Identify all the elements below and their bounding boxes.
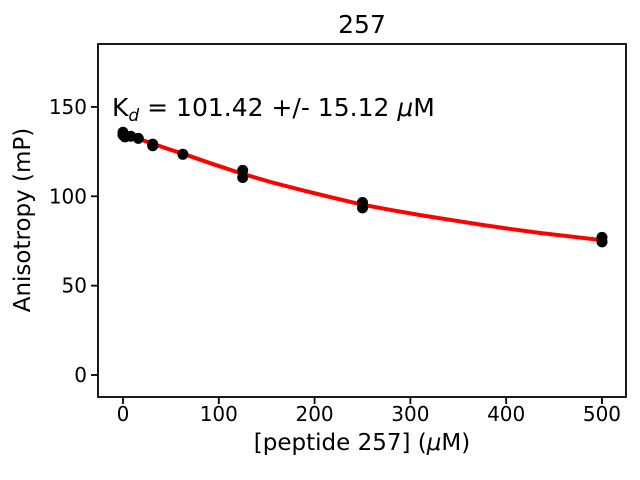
ticks-group: 0 100 200 300 400 500 0 50 100 150 [49,95,621,426]
kd-annotation-subscript: d [128,106,139,126]
x-tick-label: 0 [117,402,130,426]
fit-curve [121,131,604,243]
data-point-marker [237,172,249,183]
x-axis-label-post: M) [441,430,470,456]
kd-annotation-unit: M [413,93,435,122]
kd-annotation-value: = 101.42 +/- 15.12 [139,93,397,122]
kd-annotation-k: K [112,93,129,122]
data-point-marker [132,132,144,144]
x-axis-label-pre: [peptide 257] ( [254,430,427,456]
y-tick-label: 0 [74,363,87,387]
data-point-marker [596,236,608,248]
y-axis-label: Anisotropy (mP) [10,128,36,313]
kd-annotation-mu: μ [396,93,413,122]
data-point-marker [147,140,159,152]
data-point-marker [357,202,368,214]
plot-frame [97,43,627,398]
y-tick-label: 100 [49,184,87,208]
x-tick-label: 400 [487,402,525,426]
x-tick-label: 200 [295,402,333,426]
y-tick-label: 50 [62,274,87,298]
y-tick-label: 150 [49,95,87,119]
x-axis-label: [peptide 257] (μM) [254,430,470,456]
x-tick-label: 300 [391,402,429,426]
x-tick-label: 100 [200,402,238,426]
data-point-marker [177,148,189,160]
series-group [117,126,608,248]
plot-title: 257 [338,10,386,39]
x-tick-label: 500 [583,402,621,426]
x-axis-label-mu: μ [426,430,442,456]
kd-annotation: Kd = 101.42 +/- 15.12 μM [112,93,435,126]
